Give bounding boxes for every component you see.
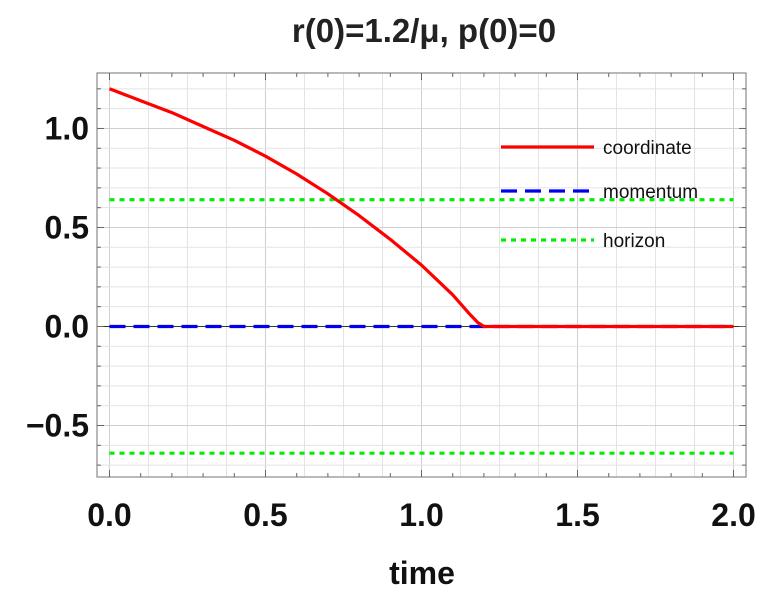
x-tick-label: 1.5 [555,497,599,533]
series-group [108,87,734,455]
x-tick-label: 0.0 [87,497,131,533]
y-tick-label: −0.5 [26,408,89,444]
y-tick-label: 0.5 [45,209,89,245]
y-tick-label: 1.0 [45,110,89,146]
series-coordinate [108,87,734,329]
x-tick-labels: 0.0 0.5 1.0 1.5 2.0 [87,497,756,533]
chart-title: r(0)=1.2/μ, p(0)=0 [292,12,556,49]
x-axis-label: time [389,555,455,591]
legend-label-momentum: momentum [603,182,698,203]
grid [97,73,746,477]
y-tick-label: 0.0 [45,308,89,344]
legend-label-coordinate: coordinate [603,138,692,159]
x-tick-label: 1.0 [399,497,443,533]
legend: coordinate momentum horizon [501,138,698,252]
legend-label-horizon: horizon [603,231,665,252]
x-tick-label: 0.5 [243,497,287,533]
y-tick-labels: 1.0 0.5 0.0 −0.5 [26,110,89,443]
x-tick-label: 2.0 [711,497,755,533]
ticks [97,73,746,477]
